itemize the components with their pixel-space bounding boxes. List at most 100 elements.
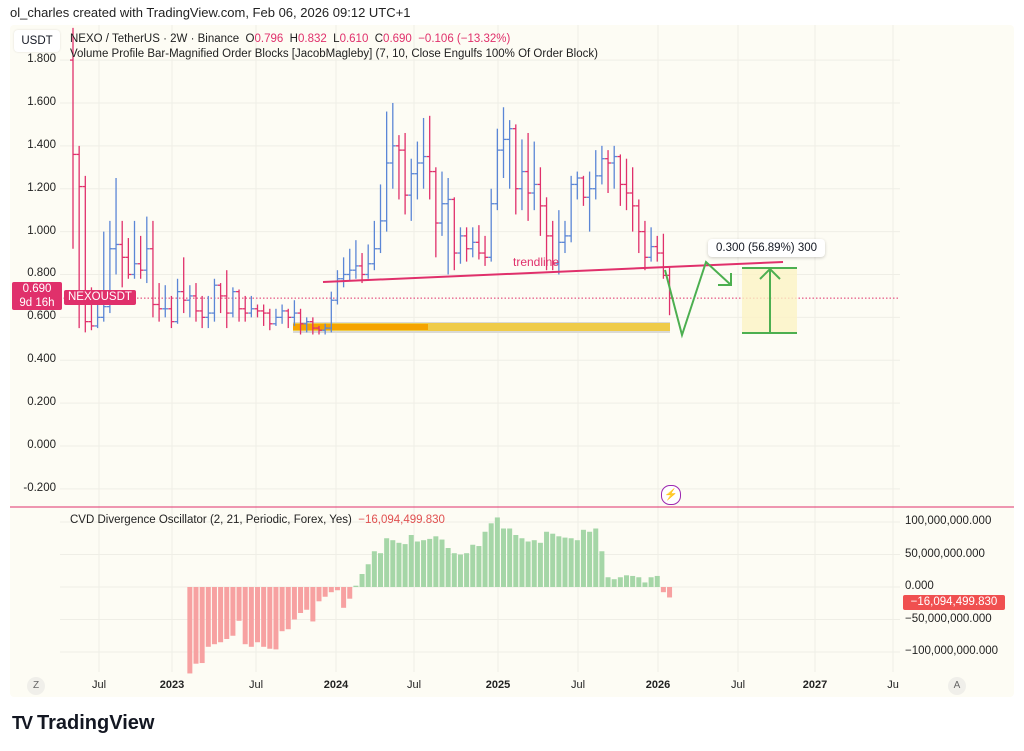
oscillator-bar	[193, 587, 199, 664]
oscillator-bar	[365, 564, 371, 587]
ohlc-bar	[592, 150, 599, 200]
change-value: −0.106 (−13.32%)	[418, 33, 511, 45]
symbol-legend: NEXO / TetherUS · 2W · Binance O0.796 H0…	[70, 33, 510, 45]
close-value: 0.690	[383, 33, 412, 45]
price-tick-label: 0.600	[27, 310, 56, 323]
auto-scale-button[interactable]: A	[948, 677, 966, 695]
tradingview-logo: TV TradingView	[12, 712, 154, 735]
ohlc-bar	[236, 289, 243, 322]
high-label: H	[289, 33, 298, 45]
bar-countdown: 9d 16h	[19, 297, 55, 309]
oscillator-bar	[476, 546, 482, 587]
ohlc-bar	[316, 325, 322, 335]
oscillator-bar	[414, 541, 420, 587]
ohlc-bar	[242, 295, 249, 322]
ohlc-bar	[512, 124, 519, 215]
price-tick-label: 0.400	[27, 353, 56, 366]
ohlc-bar	[359, 253, 366, 284]
ohlc-bar	[217, 283, 224, 314]
last-price: 0.690	[22, 283, 52, 295]
ohlc-bar	[426, 115, 433, 200]
symbol-tag: NEXOUSDT	[64, 290, 136, 305]
price-tick-label: 0.800	[27, 267, 56, 280]
lightning-icon[interactable]: ⚡	[661, 485, 681, 505]
oscillator-bar	[291, 587, 297, 620]
measure-label[interactable]: 0.300 (56.89%) 300	[708, 239, 826, 257]
oscillator-bar	[550, 533, 556, 587]
oscillator-bar	[611, 579, 617, 587]
oscillator-bar	[660, 587, 666, 593]
oscillator-bar	[322, 587, 328, 597]
ohlc-bar	[611, 145, 618, 189]
oscillator-bar	[334, 587, 340, 591]
zoom-button[interactable]: Z	[27, 677, 45, 695]
oscillator-legend[interactable]: CVD Divergence Oscillator (2, 21, Period…	[70, 514, 445, 526]
oscillator-bar	[439, 539, 445, 587]
logo-text: TradingView	[37, 712, 155, 734]
time-tick-label: Jul	[570, 679, 586, 691]
projection-arrow-head	[718, 273, 732, 286]
oscillator-value: −16,094,499.830	[358, 514, 445, 526]
price-tick-label: 0.200	[27, 396, 56, 409]
oscillator-bar	[642, 582, 648, 587]
price-tick-label: 1.000	[27, 224, 56, 237]
ohlc-bar	[260, 304, 267, 326]
oscillator-bar	[464, 553, 470, 587]
oscillator-bar	[310, 587, 316, 622]
ohlc-bar	[555, 210, 562, 275]
ohlc-bar	[346, 248, 353, 281]
oscillator-tick-label: 100,000,000.000	[905, 515, 992, 527]
price-tick-label: 1.200	[27, 181, 56, 194]
ohlc-bar	[365, 244, 372, 279]
oscillator-bar	[593, 528, 599, 587]
order-block-volume-strong	[293, 324, 428, 330]
oscillator-bar	[427, 538, 433, 587]
ohlc-bar	[562, 220, 568, 254]
ohlc-bar	[205, 295, 212, 329]
ohlc-bar	[223, 270, 230, 329]
ohlc-bar	[131, 220, 138, 279]
oscillator-bar	[187, 587, 193, 674]
ohlc-bar	[488, 188, 495, 262]
time-tick-label: 2026	[645, 679, 671, 691]
price-tick-label: -0.200	[23, 481, 56, 494]
oscillator-bar	[378, 553, 383, 587]
oscillator-bar	[341, 587, 347, 608]
ohlc-bar	[395, 135, 402, 200]
trendline-label[interactable]: trendline	[513, 255, 560, 269]
currency-button[interactable]: USDT	[14, 30, 60, 52]
oscillator-bar	[328, 587, 334, 593]
ohlc-bar	[482, 235, 489, 266]
oscillator-bar	[513, 535, 519, 587]
oscillator-bar	[537, 542, 543, 587]
oscillator-bar	[390, 540, 396, 587]
ohlc-bar	[568, 175, 575, 243]
ohlc-bar	[119, 220, 126, 288]
price-tick-label: 1.800	[27, 53, 56, 66]
oscillator-bar	[199, 587, 205, 664]
oscillator-bar	[224, 587, 230, 639]
ohlc-bar	[193, 283, 199, 322]
oscillator-bar	[587, 531, 593, 587]
ohlc-bar	[156, 283, 163, 322]
indicator-legend[interactable]: Volume Profile Bar-Magnified Order Block…	[70, 48, 598, 60]
oscillator-bar	[494, 517, 500, 587]
oscillator-bar	[482, 531, 488, 587]
last-price-tag: 0.690 9d 16h	[12, 282, 62, 310]
time-tick-label: 2025	[485, 679, 511, 691]
oscillator-bar	[408, 535, 414, 587]
price-tick-label: 0.000	[27, 439, 56, 451]
oscillator-bar	[273, 587, 279, 650]
time-tick-label: Jul	[730, 679, 746, 691]
ohlc-bar	[629, 167, 636, 232]
ohlc-bar	[500, 107, 507, 178]
ohlc-bar	[580, 175, 587, 206]
oscillator-bar	[531, 540, 537, 587]
ohlc-bar	[598, 145, 605, 185]
ohlc-bar	[469, 227, 476, 258]
oscillator-bar	[267, 587, 273, 649]
ohlc-bar	[272, 308, 279, 326]
ohlc-bar	[574, 171, 581, 200]
ohlc-bar	[162, 285, 169, 318]
